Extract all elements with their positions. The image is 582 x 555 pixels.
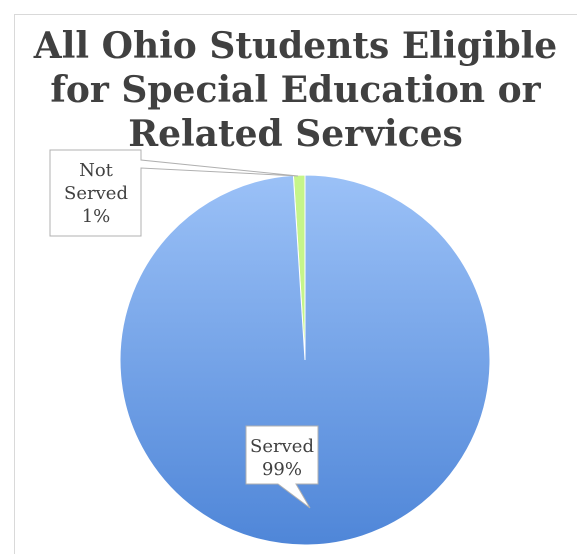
data-label-not-served-line1: Not	[79, 160, 114, 181]
chart-title: All Ohio Students Eligible for Special E…	[33, 25, 558, 155]
data-label-not-served-value: 1%	[82, 206, 111, 227]
pie-slices	[119, 174, 491, 546]
data-label-served-value: 99%	[262, 459, 302, 480]
pie-slice-served	[119, 174, 491, 546]
data-label-served-name: Served	[250, 436, 314, 457]
data-label-not-served-line2: Served	[64, 183, 128, 204]
